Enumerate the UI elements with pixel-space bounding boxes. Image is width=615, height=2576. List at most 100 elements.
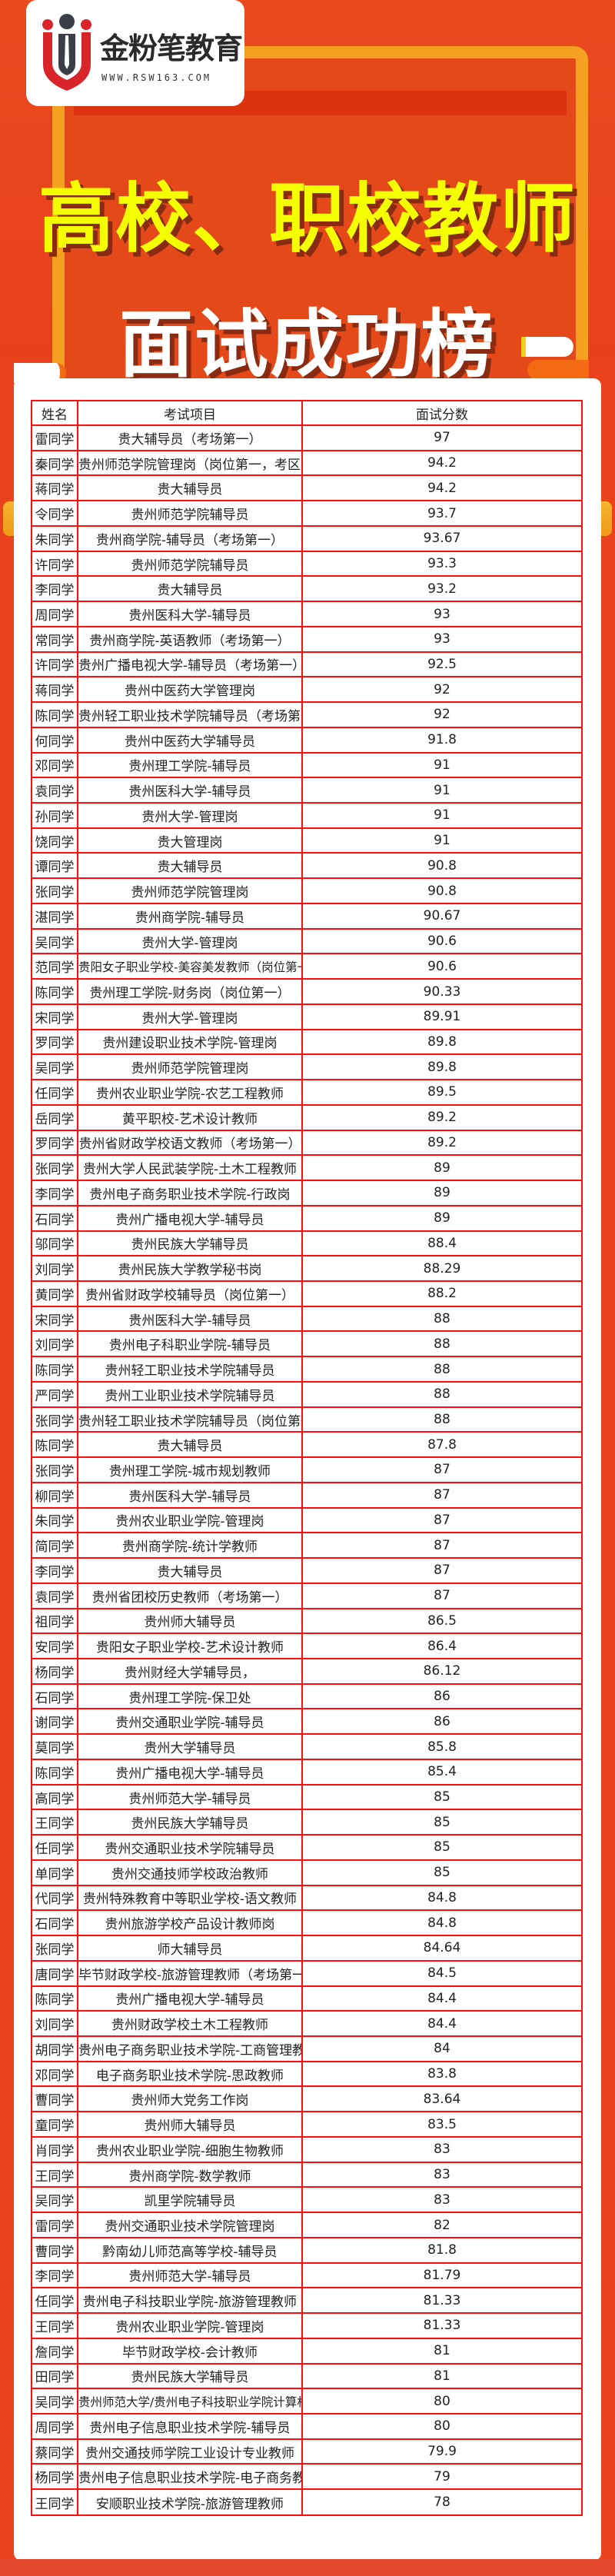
cell-exam: 贵州农业职业学院-管理岗	[77, 2312, 303, 2339]
cell-name: 李同学	[31, 1180, 78, 1206]
cell-name: 任同学	[31, 1834, 78, 1861]
cell-exam: 贵州广播电视大学-辅导员	[77, 1758, 303, 1786]
table-row: 蒋同学 贵州中医药大学管理岗 92	[31, 676, 583, 704]
cell-score: 85.8	[301, 1733, 583, 1760]
cell-name: 田同学	[31, 2362, 78, 2390]
logo-shield-icon	[42, 14, 91, 91]
cell-name: 罗同学	[31, 1028, 78, 1056]
cell-score: 89.8	[301, 1053, 583, 1081]
cell-score: 89.2	[301, 1129, 583, 1157]
table-row: 宋同学 贵州大学-管理岗 89.91	[31, 1003, 583, 1030]
cell-score: 89	[301, 1154, 583, 1182]
table-row: 单同学 贵州交通技师学校政治教师 85	[31, 1859, 583, 1886]
cell-exam: 毕节财政学校-会计教师	[77, 2337, 303, 2365]
table-row: 祖同学 贵州师大辅导员 86.5	[31, 1607, 583, 1635]
table-row: 简同学 贵州商学院-统计学教师 87	[31, 1532, 583, 1559]
cell-score: 86.4	[301, 1632, 583, 1659]
table-row: 令同学 贵州师范学院辅导员 93.7	[31, 500, 583, 527]
cell-name: 李同学	[31, 575, 78, 603]
cell-name: 周同学	[31, 2413, 78, 2440]
table-row: 何同学 贵州中医药大学辅导员 91.8	[31, 726, 583, 754]
cell-exam: 贵州省财政学校语文教师（考场第一）	[77, 1129, 303, 1157]
cell-exam: 贵州商学院-数学教师	[77, 2161, 303, 2188]
table-row: 唐同学 毕节财政学校-旅游管理教师（考场第一） 84.5	[31, 1959, 583, 1987]
cell-exam: 贵州师范大学-辅导员	[77, 2261, 303, 2289]
hero-banner: 金粉笔教育 WWW.RSW163.COM 高校、职校教师 面试成功榜	[0, 0, 615, 536]
cell-exam: 贵州大学-管理岗	[77, 1003, 303, 1030]
table-row: 李同学 贵州电子商务职业技术学院-行政岗 89	[31, 1180, 583, 1206]
cell-exam: 贵州医科大学-辅导员	[77, 1481, 303, 1509]
table-row: 童同学 贵州师大辅导员 83.5	[31, 2111, 583, 2138]
cell-exam: 贵州理工学院-城市规划教师	[77, 1456, 303, 1483]
cell-score: 88	[301, 1356, 583, 1383]
cell-score: 84.64	[301, 1935, 583, 1962]
table-row: 高同学 贵州师范大学-辅导员 85	[31, 1783, 583, 1811]
cell-name: 刘同学	[31, 2010, 78, 2037]
cell-name: 任同学	[31, 1079, 78, 1106]
cell-exam: 贵州交通职业学院-辅导员	[77, 1708, 303, 1736]
cell-score: 87	[301, 1532, 583, 1559]
cell-name: 张同学	[31, 1406, 78, 1433]
cell-exam: 贵州广播电视大学-辅导员	[77, 1204, 303, 1232]
cell-score: 83	[301, 2161, 583, 2188]
cell-exam: 安顺职业技术学院-旅游管理教师	[77, 2488, 303, 2516]
cell-exam: 贵州轻工职业技术学院辅导员	[77, 1356, 303, 1383]
cell-score: 90.8	[301, 852, 583, 880]
cell-exam: 黔南幼儿师范高等学校-辅导员	[77, 2236, 303, 2264]
cell-score: 86	[301, 1682, 583, 1710]
cell-exam: 贵州师范大学-辅导员	[77, 1783, 303, 1811]
cell-name: 詹同学	[31, 2337, 78, 2365]
cell-name: 王同学	[31, 2161, 78, 2188]
table-row: 吴同学 贵州大学-管理岗 90.6	[31, 927, 583, 955]
table-row: 石同学 贵州旅游学校产品设计教师岗 84.8	[31, 1909, 583, 1937]
cell-name: 罗同学	[31, 1129, 78, 1157]
cell-score: 93.3	[301, 550, 583, 577]
cell-score: 90.67	[301, 902, 583, 930]
table-row: 张同学 师大辅导员 84.64	[31, 1935, 583, 1962]
cell-exam: 贵州中医药大学管理岗	[77, 676, 303, 704]
cell-name: 黄同学	[31, 1280, 78, 1307]
cell-exam: 贵州师范学院管理岗（岗位第一，考区第二）	[77, 449, 303, 477]
cell-score: 84.8	[301, 1909, 583, 1937]
cell-score: 88	[301, 1380, 583, 1408]
cell-name: 陈同学	[31, 978, 78, 1005]
cell-score: 91.8	[301, 726, 583, 754]
cell-name: 谢同学	[31, 1708, 78, 1736]
table-row: 蒋同学 贵大辅导员 94.2	[31, 474, 583, 502]
table-row: 许同学 贵州广播电视大学-辅导员（考场第一） 92.5	[31, 651, 583, 678]
cell-score: 89.8	[301, 1028, 583, 1056]
cell-exam: 贵州轻工职业技术学院辅导员（考场第一）	[77, 701, 303, 728]
cell-score: 88	[301, 1406, 583, 1433]
cell-name: 石同学	[31, 1909, 78, 1937]
table-row: 朱同学 贵州商学院-辅导员（考场第一） 93.67	[31, 524, 583, 552]
table-row: 孙同学 贵州大学-管理岗 91	[31, 802, 583, 829]
table-row: 严同学 贵州工业职业技术学院辅导员 88	[31, 1380, 583, 1408]
cell-score: 92	[301, 676, 583, 704]
header-name: 姓名	[31, 400, 78, 426]
cell-exam: 贵州大学人民武装学院-土木工程教师	[77, 1154, 303, 1182]
cell-exam: 贵州轻工职业技术学院辅导员（岗位第一）	[77, 1406, 303, 1433]
cell-score: 91	[301, 751, 583, 779]
table-row: 张同学 贵州理工学院-城市规划教师 87	[31, 1456, 583, 1483]
table-row: 王同学 安顺职业技术学院-旅游管理教师 78	[31, 2488, 583, 2516]
cell-score: 86.12	[301, 1657, 583, 1685]
cell-name: 唐同学	[31, 1959, 78, 1987]
cell-exam: 贵州中医药大学辅导员	[77, 726, 303, 754]
cell-score: 83.64	[301, 2085, 583, 2113]
header-score: 面试分数	[301, 400, 583, 426]
table-row: 王同学 贵州农业职业学院-管理岗 81.33	[31, 2312, 583, 2339]
cell-exam: 贵州师范学院辅导员	[77, 500, 303, 527]
cell-exam: 贵州电子信息职业技术学院-辅导员	[77, 2413, 303, 2440]
cell-name: 常同学	[31, 625, 78, 653]
cell-exam: 贵州农业职业学院-细胞生物教师	[77, 2135, 303, 2163]
cell-name: 谭同学	[31, 852, 78, 880]
table-row: 湛同学 贵州商学院-辅导员 90.67	[31, 902, 583, 930]
table-row: 李同学 贵大辅导员 87	[31, 1557, 583, 1584]
cell-name: 张同学	[31, 1456, 78, 1483]
cell-score: 89.5	[301, 1079, 583, 1106]
table-row: 莫同学 贵州大学辅导员 85.8	[31, 1733, 583, 1760]
cell-score: 83	[301, 2135, 583, 2163]
cell-exam: 贵大辅导员	[77, 1431, 303, 1459]
table-row: 王同学 贵州民族大学辅导员 85	[31, 1809, 583, 1836]
table-row: 王同学 贵州商学院-数学教师 83	[31, 2161, 583, 2188]
